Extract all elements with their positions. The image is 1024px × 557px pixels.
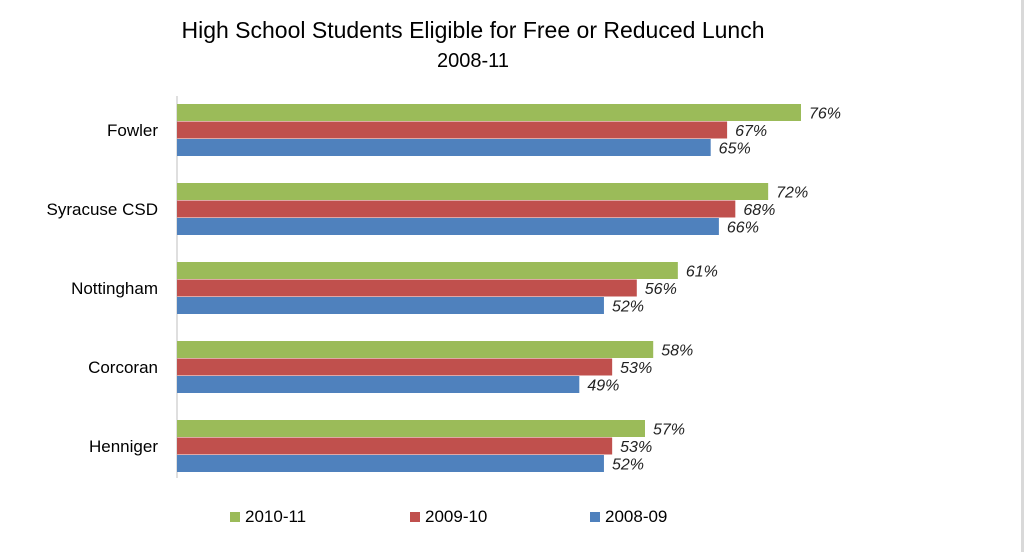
category-label: Corcoran (88, 358, 158, 377)
data-label: 52% (612, 457, 644, 474)
bar-2008-09-corcoran (177, 376, 580, 393)
data-label: 65% (719, 141, 751, 158)
chart-subtitle: 2008-11 (437, 50, 509, 72)
bar-2008-09-fowler (177, 139, 711, 156)
data-label: 56% (645, 281, 677, 298)
frame-border (1021, 0, 1024, 552)
data-label: 58% (661, 343, 693, 360)
data-label: 68% (743, 202, 775, 219)
bar-2010-11-fowler (177, 104, 801, 121)
bar-2009-10-nottingham (177, 279, 637, 297)
bar-2008-09-syracuse-csd (177, 218, 719, 235)
legend-swatch-2010-11 (230, 512, 240, 522)
bar-2010-11-nottingham (177, 262, 678, 279)
data-label: 57% (653, 422, 685, 439)
bar-2008-09-nottingham (177, 297, 604, 314)
data-label: 53% (620, 439, 652, 456)
category-label: Fowler (107, 121, 158, 140)
bar-2010-11-henniger (177, 420, 645, 437)
category-label: Henniger (89, 437, 158, 456)
data-label: 49% (587, 378, 619, 395)
bar-2009-10-henniger (177, 437, 613, 455)
legend-swatch-2008-09 (590, 512, 600, 522)
data-label: 66% (727, 220, 759, 237)
bar-2010-11-corcoran (177, 341, 654, 358)
data-label: 67% (735, 123, 767, 140)
chart-title: High School Students Eligible for Free o… (181, 17, 764, 43)
bar-2009-10-fowler (177, 121, 728, 139)
category-label: Nottingham (71, 279, 158, 298)
data-label: 76% (809, 106, 841, 123)
legend-label: 2008-09 (605, 507, 667, 526)
data-label: 52% (612, 299, 644, 316)
category-label: Syracuse CSD (47, 200, 158, 219)
bar-2008-09-henniger (177, 455, 604, 472)
legend: 2010-11 2009-10 2008-09 (230, 507, 667, 526)
legend-label: 2009-10 (425, 507, 487, 526)
data-label: 53% (620, 360, 652, 377)
legend-swatch-2009-10 (410, 512, 420, 522)
data-label: 61% (686, 264, 718, 281)
bar-2009-10-corcoran (177, 358, 613, 376)
bar-2010-11-syracuse-csd (177, 183, 769, 200)
bars-group: Fowler 76% 67%65% Syracuse CSD 72%68%66% Nott… (47, 104, 841, 474)
data-label: 72% (776, 185, 808, 202)
legend-label: 2010-11 (245, 507, 306, 526)
bar-2009-10-syracuse-csd (177, 200, 736, 218)
